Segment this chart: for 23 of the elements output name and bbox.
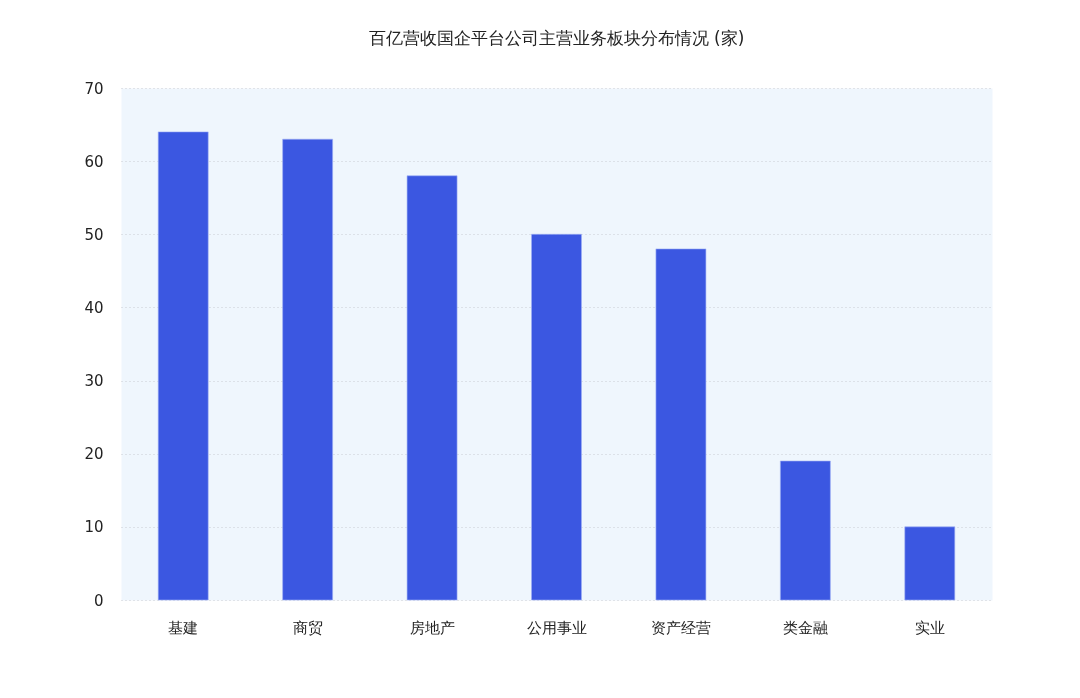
- bar: [406, 175, 458, 601]
- bar: [282, 138, 333, 601]
- x-tick-label: 类金融: [782, 618, 828, 637]
- x-tick-label: 实业: [914, 618, 945, 637]
- x-tick-label: 公用事业: [526, 618, 587, 637]
- x-tick-label: 商贸: [292, 618, 323, 637]
- x-tick-label: 房地产: [409, 618, 455, 637]
- chart-title: 百亿营收国企平台公司主营业务板块分布情况 (家): [368, 28, 745, 48]
- y-tick-label: 70: [84, 79, 104, 98]
- y-tick-label: 0: [93, 591, 104, 610]
- y-tick-label: 10: [84, 518, 104, 537]
- bar: [531, 233, 582, 601]
- bar: [904, 526, 956, 601]
- y-tick-label: 50: [84, 225, 104, 244]
- y-tick-label: 30: [84, 372, 104, 391]
- y-tick-label: 40: [84, 298, 104, 317]
- x-tick-label: 基建: [168, 618, 199, 637]
- bar: [157, 131, 209, 601]
- y-tick-label: 20: [84, 445, 104, 464]
- bar: [655, 248, 707, 601]
- bar: [780, 460, 831, 601]
- y-tick-label: 60: [84, 152, 104, 171]
- x-tick-label: 资产经营: [650, 618, 711, 637]
